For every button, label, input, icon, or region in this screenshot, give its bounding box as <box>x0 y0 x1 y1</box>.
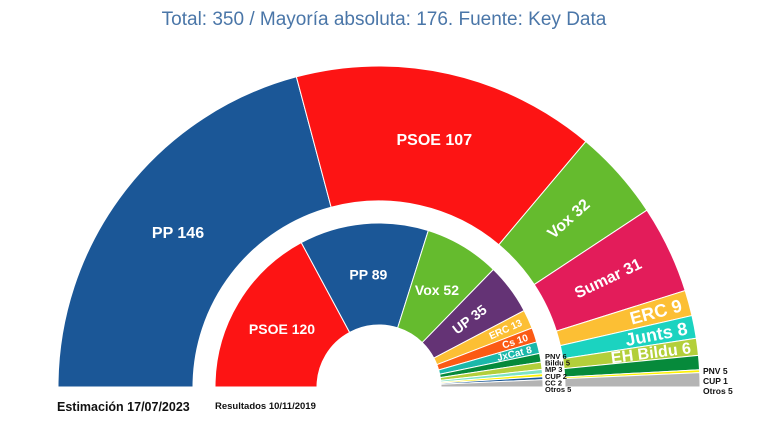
chart-title: Total: 350 / Mayoría absoluta: 176. Fuen… <box>161 9 607 30</box>
segment-label: PSOE 107 <box>396 132 472 149</box>
segment-label: PNV 5 <box>703 366 728 376</box>
segment-outer-otros <box>564 372 701 388</box>
segment-outer-pp <box>57 76 332 388</box>
segment-label: CUP 1 <box>703 376 728 386</box>
outer-ring-caption: Estimación 17/07/2023 <box>57 400 190 414</box>
segment-label: PP 89 <box>349 266 387 282</box>
segment-label: PP 146 <box>152 225 204 242</box>
segment-label: PSOE 120 <box>249 321 315 337</box>
segment-label: Bildu 5 <box>545 359 570 368</box>
segment-label: Otros 5 <box>545 385 571 394</box>
segment-inner-psoe <box>214 241 351 388</box>
outer-ring <box>57 65 701 388</box>
segment-label: Vox 52 <box>415 282 459 298</box>
segment-inner-otros <box>440 379 544 388</box>
segment-label: CUP 2 <box>545 372 567 381</box>
inner-ring <box>214 222 544 388</box>
segment-label: CC 2 <box>545 378 562 387</box>
inner-ring-caption: Resultados 10/11/2019 <box>215 401 316 412</box>
segment-label: PNV 6 <box>545 352 567 361</box>
segment-inner-pp <box>300 222 429 334</box>
segment-outer-psoe <box>295 65 587 246</box>
segment-label: Otros 5 <box>703 386 733 396</box>
segment-label: MP 3 <box>545 365 562 374</box>
